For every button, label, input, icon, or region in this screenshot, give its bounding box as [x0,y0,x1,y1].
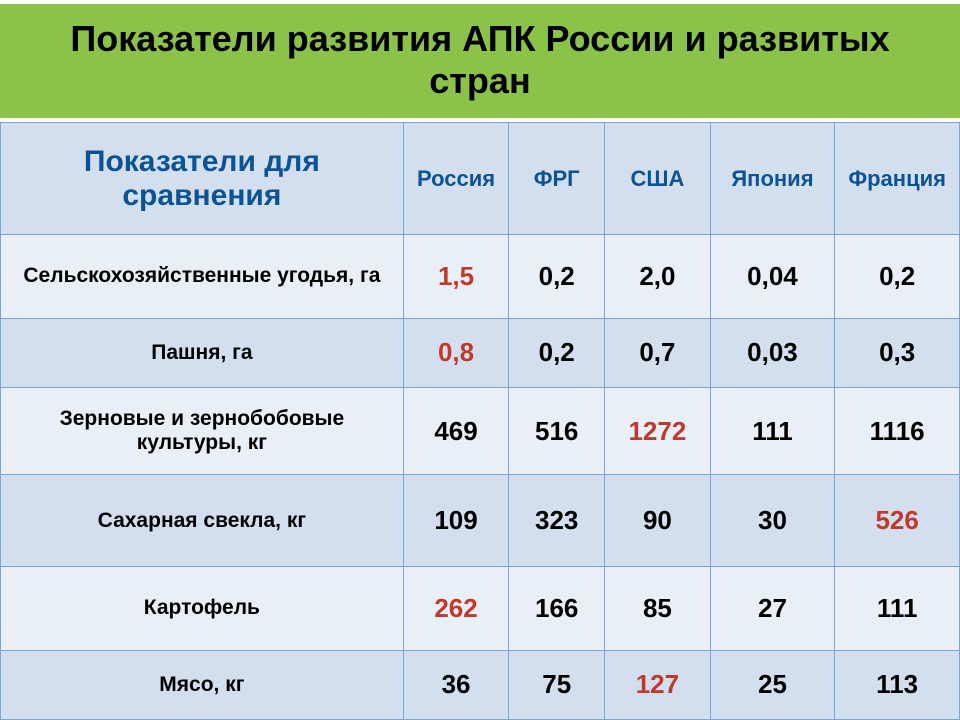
table-header-row: Показатели для сравнения Россия ФРГ США … [1,123,960,235]
table-cell: 166 [509,567,605,651]
table-cell: 0,8 [403,318,508,387]
col-header: Франция [835,123,960,235]
table-cell: 1272 [605,387,710,475]
row-header: Сахарная свекла, кг [1,475,404,567]
table-cell: 27 [710,567,835,651]
table-cell: 127 [605,650,710,719]
table-cell: 109 [403,475,508,567]
row-header: Мясо, кг [1,650,404,719]
table-cell: 0,2 [509,318,605,387]
table-cell: 469 [403,387,508,475]
data-table: Показатели для сравнения Россия ФРГ США … [0,122,960,720]
table-cell: 516 [509,387,605,475]
table-cell: 2,0 [605,235,710,319]
table-cell: 1116 [835,387,960,475]
table-cell: 0,7 [605,318,710,387]
table-row: Сахарная свекла, кг1093239030526 [1,475,960,567]
slide: Показатели развития АПК России и развиты… [0,0,960,720]
table-cell: 85 [605,567,710,651]
table-cell: 0,04 [710,235,835,319]
slide-title: Показатели развития АПК России и развиты… [0,0,960,122]
row-header: Пашня, га [1,318,404,387]
table-container: Показатели для сравнения Россия ФРГ США … [0,122,960,720]
corner-cell: Показатели для сравнения [1,123,404,235]
table-cell: 111 [835,567,960,651]
col-header: США [605,123,710,235]
col-header: Россия [403,123,508,235]
table-cell: 90 [605,475,710,567]
table-cell: 30 [710,475,835,567]
table-row: Мясо, кг367512725113 [1,650,960,719]
table-cell: 36 [403,650,508,719]
table-cell: 113 [835,650,960,719]
row-header: Сельскохозяйственные угодья, га [1,235,404,319]
table-row: Пашня, га0,80,20,70,030,3 [1,318,960,387]
table-row: Картофель2621668527111 [1,567,960,651]
table-body: Сельскохозяйственные угодья, га1,50,22,0… [1,235,960,720]
row-header: Картофель [1,567,404,651]
table-cell: 323 [509,475,605,567]
row-header: Зерновые и зернобобовые культуры, кг [1,387,404,475]
table-row: Зерновые и зернобобовые культуры, кг4695… [1,387,960,475]
table-cell: 0,2 [509,235,605,319]
table-cell: 75 [509,650,605,719]
table-cell: 0,03 [710,318,835,387]
col-header: Япония [710,123,835,235]
col-header: ФРГ [509,123,605,235]
table-cell: 526 [835,475,960,567]
table-cell: 25 [710,650,835,719]
table-row: Сельскохозяйственные угодья, га1,50,22,0… [1,235,960,319]
table-cell: 1,5 [403,235,508,319]
table-cell: 0,2 [835,235,960,319]
table-cell: 0,3 [835,318,960,387]
table-cell: 111 [710,387,835,475]
table-cell: 262 [403,567,508,651]
